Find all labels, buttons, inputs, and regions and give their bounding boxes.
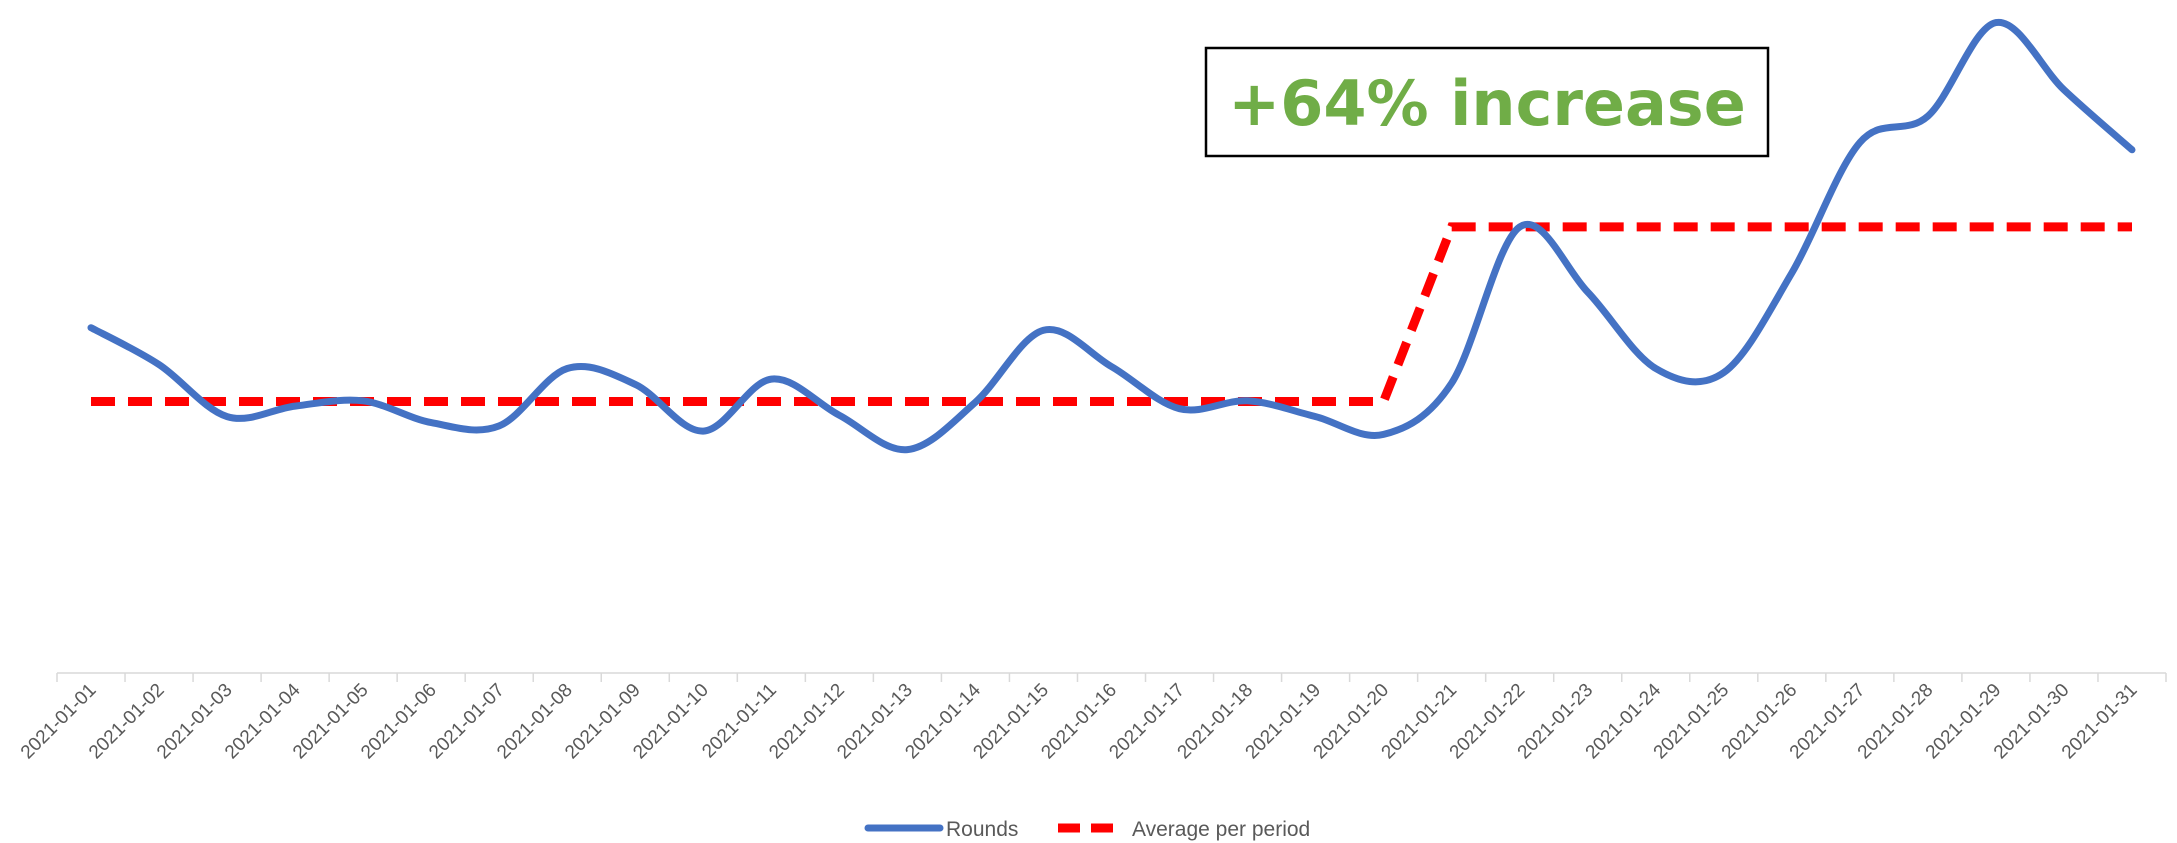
- legend-label-average: Average per period: [1132, 818, 1310, 841]
- legend-item-average: Average per period: [1058, 818, 1310, 841]
- series-layer: [87, 19, 2136, 454]
- legend-item-rounds: Rounds: [864, 818, 1018, 841]
- series-line-rounds: [87, 19, 2136, 454]
- annotation-text: +64% increase: [1228, 67, 1746, 140]
- annotation-layer: +64% increase: [1204, 46, 1770, 158]
- annotation-box: [1204, 46, 1770, 158]
- legend: Rounds Average per period: [864, 818, 1310, 841]
- legend-label-rounds: Rounds: [946, 818, 1018, 841]
- x-axis: 2021-01-012021-01-022021-01-032021-01-04…: [17, 672, 2167, 763]
- series-line-average-per-period: [91, 222, 2132, 406]
